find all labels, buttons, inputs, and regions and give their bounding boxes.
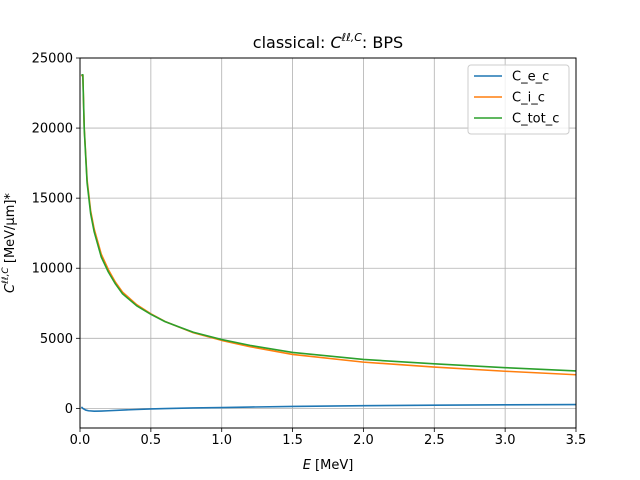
x-tick-label: 2.0 bbox=[353, 433, 374, 448]
legend-label: C_tot_c bbox=[512, 112, 559, 127]
legend-label: C_e_c bbox=[512, 70, 549, 85]
x-tick-label: 3.0 bbox=[495, 433, 516, 448]
legend-label: C_i_c bbox=[512, 91, 545, 106]
plot-frame bbox=[79, 57, 577, 429]
y-tick-label: 10000 bbox=[32, 262, 73, 277]
legend: C_e_c C_i_c C_tot_c bbox=[467, 64, 570, 135]
x-axis-label: E [MeV] bbox=[303, 458, 354, 473]
x-tick-label: 0.0 bbox=[70, 433, 91, 448]
x-tick-label: 2.5 bbox=[424, 433, 445, 448]
y-tick-label: 20000 bbox=[32, 122, 73, 137]
series-line-C_tot_c bbox=[81, 74, 577, 372]
y-tick-label: 0 bbox=[65, 402, 73, 417]
series-lines bbox=[80, 74, 577, 412]
x-tick-label: 3.5 bbox=[566, 433, 587, 448]
x-tick-label: 1.5 bbox=[282, 433, 303, 448]
y-axis: 0 5000 10000 15000 20000 25000 bbox=[32, 52, 80, 417]
y-tick-label: 15000 bbox=[32, 192, 73, 207]
legend-box bbox=[467, 64, 570, 135]
y-tick-label: 5000 bbox=[40, 332, 73, 347]
y-axis-label: Cℓℓ,C [MeV/μm]* bbox=[1, 193, 18, 293]
x-tick-label: 1.0 bbox=[211, 433, 232, 448]
x-tick-label: 0.5 bbox=[141, 433, 162, 448]
series-line-C_e_c bbox=[80, 403, 577, 412]
y-tick-label: 25000 bbox=[32, 52, 73, 67]
x-axis: 0.0 0.5 1.0 1.5 2.0 2.5 3.0 3.5 bbox=[70, 428, 587, 448]
chart-title: classical: Cℓℓ,C: BPS bbox=[253, 31, 403, 52]
